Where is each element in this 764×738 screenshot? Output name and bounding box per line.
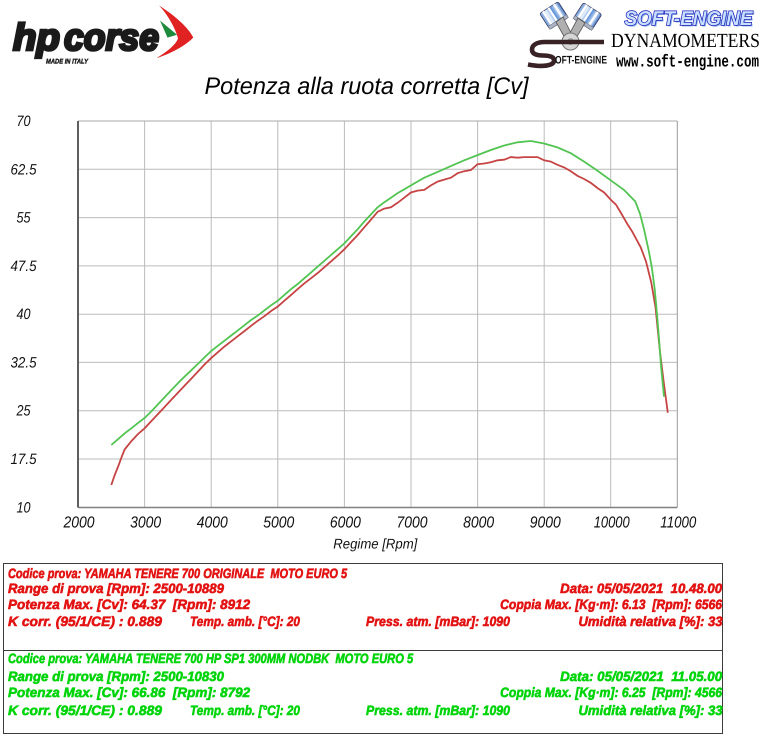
svg-text:SOFT-ENGINE: SOFT-ENGINE — [626, 10, 755, 32]
svg-text:MADE IN ITALY: MADE IN ITALY — [46, 59, 89, 66]
svg-text:11000: 11000 — [660, 515, 696, 532]
svg-text:40: 40 — [17, 306, 32, 323]
svg-text:62.5: 62.5 — [11, 161, 38, 178]
svg-text:17.5: 17.5 — [11, 451, 38, 468]
svg-text:SOFT-ENGINE: SOFT-ENGINE — [625, 8, 754, 30]
svg-text:55: 55 — [17, 210, 32, 227]
svg-text:7000: 7000 — [397, 515, 428, 532]
svg-text:9000: 9000 — [530, 515, 561, 532]
svg-text:25: 25 — [16, 403, 31, 420]
svg-text:Potenza alla ruota corretta [C: Potenza alla ruota corretta [Cv] — [205, 73, 530, 100]
svg-text:Regime [Rpm]: Regime [Rpm] — [333, 536, 418, 552]
svg-text:2000: 2000 — [63, 515, 95, 532]
svg-text:32.5: 32.5 — [11, 354, 38, 371]
svg-text:hp: hp — [13, 16, 60, 58]
svg-text:6000: 6000 — [330, 515, 361, 532]
svg-text:www.soft-engine.com: www.soft-engine.com — [616, 54, 759, 73]
svg-text:DYNAMOMETERS: DYNAMOMETERS — [611, 30, 760, 52]
svg-text:10000: 10000 — [594, 515, 630, 532]
svg-text:4000: 4000 — [197, 515, 228, 532]
svg-text:5000: 5000 — [263, 515, 294, 532]
svg-text:70: 70 — [17, 113, 32, 130]
svg-text:8000: 8000 — [463, 515, 494, 532]
svg-text:corse: corse — [64, 16, 159, 58]
svg-text:47.5: 47.5 — [11, 258, 38, 275]
svg-text:OFT-ENGINE: OFT-ENGINE — [555, 55, 607, 67]
svg-text:3000: 3000 — [130, 515, 161, 532]
svg-text:10: 10 — [17, 500, 32, 517]
